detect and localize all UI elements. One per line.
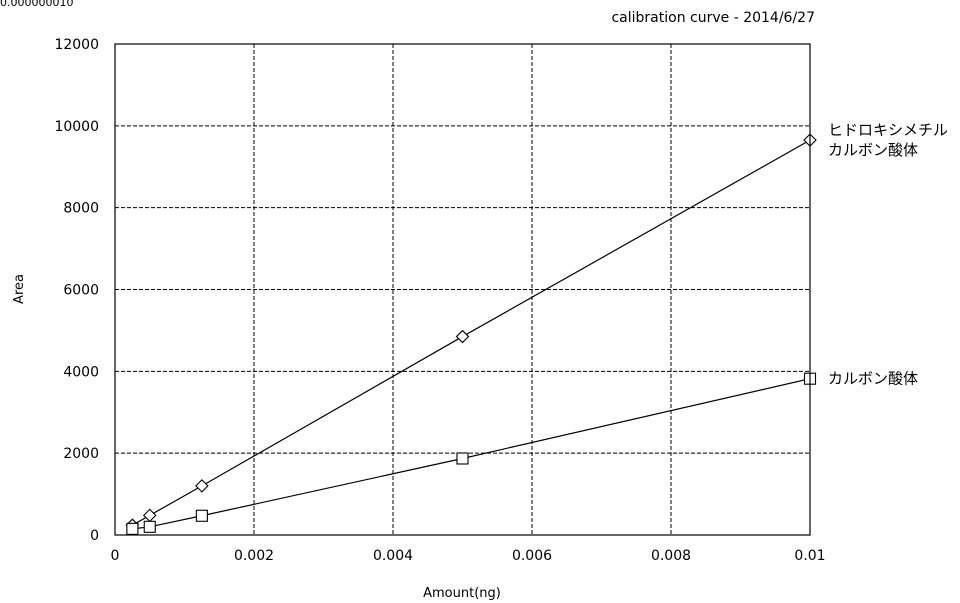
square-marker	[195, 509, 208, 522]
x-tick-label: 0	[111, 548, 120, 564]
diamond-marker	[455, 329, 470, 344]
diamond-marker	[195, 479, 209, 493]
x-tick-label: 0.002	[234, 548, 274, 564]
plot-frame	[114, 43, 811, 536]
y-tick-label: 8000	[63, 201, 99, 217]
tick-labels: 0 0.002 0.004 0.006 0.008 0.01 0 2000 4000 6000 80…	[54, 37, 825, 564]
y-tick-label: 10000	[54, 119, 99, 135]
y-axis-title: Area	[12, 274, 27, 304]
y-tick-label: 6000	[63, 283, 99, 299]
x-tick-label: 0.006	[512, 548, 552, 564]
square-marker	[126, 522, 139, 535]
y-tick-label: 4000	[63, 364, 99, 380]
diamond-marker	[142, 508, 157, 523]
square-marker	[456, 452, 469, 465]
grid-lines	[115, 44, 810, 535]
chart-title: calibration curve - 2014/6/27	[611, 10, 815, 26]
x-tick-label: 0.004	[373, 548, 413, 564]
x-tick-label: 0.008	[651, 548, 691, 564]
square-marker	[143, 520, 156, 533]
series-label: カルボン酸体	[828, 370, 918, 388]
corner-text: 0.000000010	[0, 0, 73, 9]
y-tick-label: 12000	[54, 37, 99, 53]
series-label: カルボン酸体	[828, 141, 918, 159]
series-layer	[125, 133, 817, 535]
x-axis-title: Amount(ng)	[423, 586, 501, 601]
y-tick-label: 0	[90, 528, 99, 544]
y-tick-label: 2000	[63, 446, 99, 462]
series-line-2	[132, 378, 811, 530]
series-label: ヒドロキシメチル	[828, 121, 948, 139]
x-tick-label: 0.01	[794, 548, 825, 564]
series-line-1	[132, 139, 811, 526]
